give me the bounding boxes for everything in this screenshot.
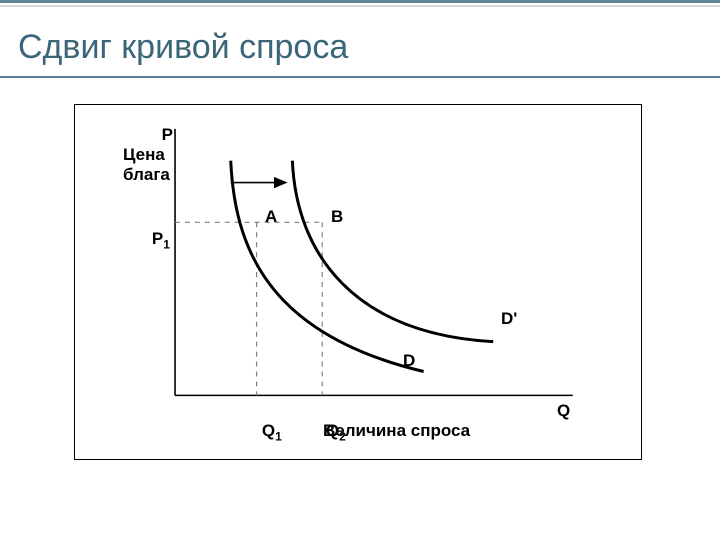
y-axis-label-P: P [147, 125, 173, 145]
slide-title: Сдвиг кривой спроса [18, 28, 348, 67]
shift-arrow [231, 178, 287, 188]
chart-container: P Цена блага P1 A B D' D Q1 Q2 Q Величин… [74, 104, 642, 460]
title-underline [0, 76, 720, 78]
slide-title-wrap: Сдвиг кривой спроса [18, 28, 348, 67]
x-axis-label-text: Величина спроса [323, 421, 470, 441]
label-A: A [265, 207, 277, 227]
label-P1: P1 [133, 209, 170, 271]
label-Q1: Q1 [243, 401, 282, 463]
label-D-prime: D' [501, 309, 517, 329]
top-border [0, 0, 720, 7]
label-B: B [331, 207, 343, 227]
y-axis-label-text: Цена блага [123, 145, 170, 185]
label-D: D [403, 351, 415, 371]
x-axis-label-Q: Q [557, 401, 570, 421]
